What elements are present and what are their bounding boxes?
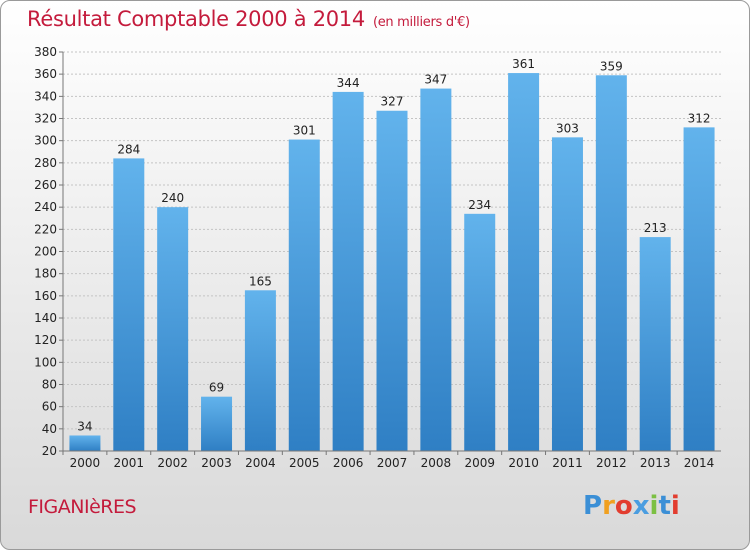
chart-title-text: Résultat Comptable 2000 à 2014: [27, 7, 365, 31]
bar: [332, 91, 364, 452]
x-tick-label: 2009: [464, 456, 495, 470]
bars: [69, 73, 715, 452]
x-tick-label: 2001: [114, 456, 145, 470]
x-tick-label: 2006: [333, 456, 364, 470]
y-tick-label: 20: [42, 444, 57, 458]
y-tick-label: 300: [34, 134, 57, 148]
commune-name: FIGANIèRES: [28, 496, 137, 518]
bar: [376, 110, 408, 451]
proxiti-logo: Proxiti: [583, 491, 680, 521]
logo-letter: i: [670, 491, 680, 521]
bar: [420, 88, 452, 451]
y-tick-label: 260: [34, 178, 57, 192]
x-tick-label: 2011: [552, 456, 583, 470]
y-tick-label: 40: [42, 422, 57, 436]
y-tick-label: 60: [42, 400, 57, 414]
bar-value-label: 301: [293, 124, 316, 138]
y-tick-label: 340: [34, 89, 57, 103]
y-tick-label: 320: [34, 112, 57, 126]
bar-value-label: 165: [249, 274, 272, 288]
logo-letter: o: [614, 491, 633, 521]
bar: [508, 73, 540, 451]
bar-value-label: 344: [337, 76, 360, 90]
logo-letter: t: [658, 491, 671, 521]
bar-value-label: 359: [600, 59, 623, 73]
y-tick-label: 220: [34, 222, 57, 236]
value-labels: 34 284 240 69 165 301 344 327 347 234 361 303 359 213…: [77, 57, 710, 433]
bar-value-label: 69: [209, 381, 224, 395]
bar: [551, 137, 583, 451]
x-tick-label: 2013: [640, 456, 671, 470]
logo-letter: r: [602, 491, 615, 521]
y-tick-label: 80: [42, 378, 57, 392]
bar-value-label: 284: [117, 142, 140, 156]
x-tick-label: 2010: [508, 456, 539, 470]
bar-value-label: 303: [556, 121, 579, 135]
bar: [69, 435, 101, 451]
x-tick-label: 2008: [421, 456, 452, 470]
y-tick-label: 100: [34, 355, 57, 369]
x-tick-label: 2002: [157, 456, 188, 470]
x-tick-label: 2000: [70, 456, 101, 470]
bar: [595, 75, 627, 452]
x-tick-label: 2014: [684, 456, 715, 470]
y-tick-label: 140: [34, 311, 57, 325]
y-tick-label: 200: [34, 245, 57, 259]
x-tick-label: 2007: [377, 456, 408, 470]
y-tick-label: 280: [34, 156, 57, 170]
bar: [639, 237, 671, 451]
logo-letter: P: [583, 491, 603, 521]
bar: [244, 290, 276, 451]
y-tick-label: 120: [34, 333, 57, 347]
bar: [464, 213, 496, 451]
bar-value-label: 213: [644, 221, 667, 235]
x-axis-ticks: 2000 2001 2002 2003 2004 2005 2006 2007 2008 2009…: [62, 451, 715, 470]
bar-value-label: 312: [688, 111, 711, 125]
bar: [683, 127, 715, 451]
bar: [201, 396, 233, 451]
x-tick-label: 2004: [245, 456, 276, 470]
logo-letter: i: [649, 491, 659, 521]
bar: [113, 158, 145, 451]
bar-value-label: 240: [161, 191, 184, 205]
bar-value-label: 347: [424, 73, 447, 87]
bar-value-label: 34: [77, 419, 92, 433]
y-tick-label: 360: [34, 67, 57, 81]
bar-value-label: 234: [468, 198, 491, 212]
y-axis-ticks: 20 40 60 80 100 120 140 160 180 200 220 240 260 280 30…: [34, 45, 63, 458]
logo-letter: x: [632, 491, 650, 521]
x-tick-label: 2005: [289, 456, 320, 470]
bar-value-label: 361: [512, 57, 535, 71]
x-tick-label: 2003: [201, 456, 232, 470]
y-tick-label: 160: [34, 289, 57, 303]
y-tick-label: 180: [34, 267, 57, 281]
bar-value-label: 327: [381, 95, 404, 109]
x-tick-label: 2012: [596, 456, 627, 470]
bar: [157, 207, 189, 451]
y-tick-label: 380: [34, 45, 57, 59]
chart-subtitle: (en milliers d'€): [372, 15, 470, 30]
bar: [288, 139, 320, 451]
chart-title: Résultat Comptable 2000 à 2014 (en millie…: [27, 7, 470, 31]
y-tick-label: 240: [34, 200, 57, 214]
